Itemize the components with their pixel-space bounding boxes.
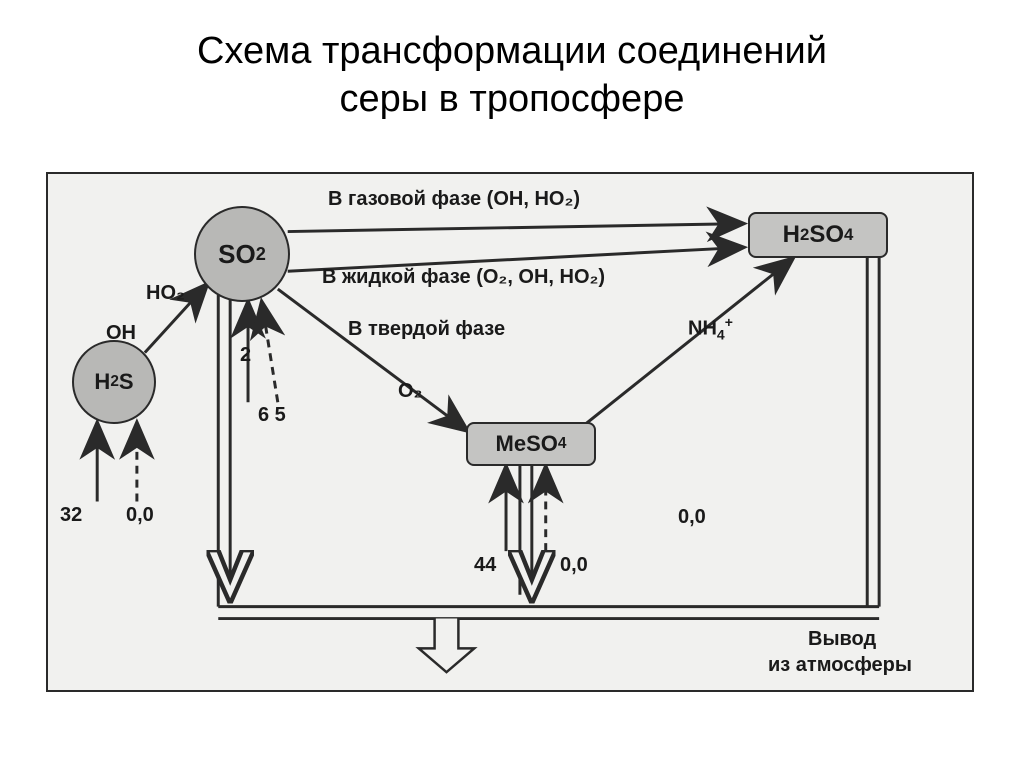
node-meso4: MeSO4 bbox=[466, 422, 596, 466]
node-so2: SO2 bbox=[194, 206, 290, 302]
title-line-2: серы в тропосфере bbox=[340, 78, 685, 120]
diagram-container: H2S SO2 H2SO4 MeSO4 В газовой фазе (OH, … bbox=[46, 172, 974, 692]
title-line-1: Схема трансформации соединений bbox=[197, 30, 827, 72]
label-output-1: Вывод bbox=[808, 628, 876, 651]
page-title: Схема трансформации соединений серы в тр… bbox=[0, 0, 1024, 123]
num-00a: 0,0 bbox=[126, 504, 154, 527]
num-00b: 0,0 bbox=[560, 554, 588, 577]
label-gas-phase: В газовой фазе (OH, HO₂) bbox=[328, 188, 580, 211]
num-65: 6 5 bbox=[258, 404, 286, 427]
node-h2s: H2S bbox=[72, 340, 156, 424]
label-ho2: HO₂ bbox=[146, 282, 185, 305]
node-h2so4: H2SO4 bbox=[748, 212, 888, 258]
label-output-2: из атмосферы bbox=[768, 654, 912, 677]
num-32: 32 bbox=[60, 504, 82, 527]
label-liquid-phase: В жидкой фазе (O₂, OH, HO₂) bbox=[322, 266, 605, 289]
num-44: 44 bbox=[474, 554, 496, 577]
label-nh4: NH4+ bbox=[688, 314, 733, 343]
num-2: 2 bbox=[240, 344, 251, 367]
num-00c: 0,0 bbox=[678, 506, 706, 529]
label-o2: O₂ bbox=[398, 380, 422, 403]
label-solid-phase: В твердой фазе bbox=[348, 318, 505, 341]
label-oh: OH bbox=[106, 322, 136, 345]
